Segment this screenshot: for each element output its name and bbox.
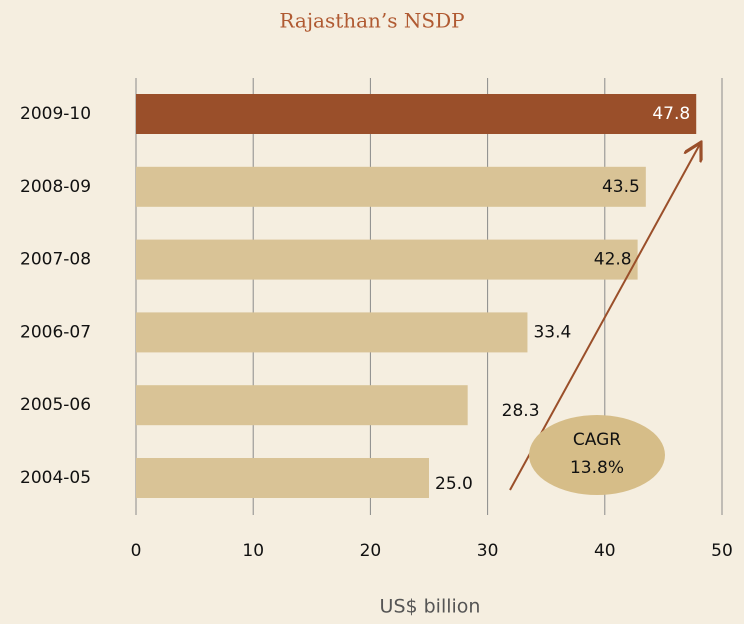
y-tick-label: 2007-08 bbox=[20, 250, 91, 270]
value-label: 28.3 bbox=[502, 401, 540, 421]
x-axis-label: US$ billion bbox=[380, 596, 481, 618]
value-label: 43.5 bbox=[602, 177, 640, 197]
y-tick-label: 2008-09 bbox=[20, 177, 91, 197]
bar bbox=[136, 94, 697, 134]
y-tick-label: 2009-10 bbox=[20, 104, 91, 124]
x-tick-label: 10 bbox=[242, 541, 264, 561]
y-tick-label: 2004-05 bbox=[20, 468, 91, 488]
value-label: 33.4 bbox=[533, 322, 571, 342]
y-tick-label: 2005-06 bbox=[20, 395, 91, 415]
y-tick-label: 2006-07 bbox=[20, 322, 91, 342]
x-tick-label: 0 bbox=[131, 541, 142, 561]
bar bbox=[136, 458, 429, 498]
x-tick-label: 40 bbox=[594, 541, 616, 561]
chart-title: Rajasthan’s NSDP bbox=[279, 9, 464, 33]
annotation: 13.8% bbox=[570, 458, 624, 478]
bar bbox=[136, 385, 468, 426]
x-tick-label: 30 bbox=[477, 541, 499, 561]
value-label: 25.0 bbox=[435, 474, 473, 494]
bar bbox=[136, 312, 528, 353]
cagr-bubble bbox=[529, 415, 665, 495]
value-label: 47.8 bbox=[652, 104, 690, 124]
bar bbox=[136, 166, 646, 207]
value-label: 42.8 bbox=[594, 250, 632, 270]
x-tick-label: 50 bbox=[711, 541, 733, 561]
x-tick-label: 20 bbox=[360, 541, 382, 561]
annotation: CAGR bbox=[573, 430, 621, 450]
bar bbox=[136, 239, 638, 280]
